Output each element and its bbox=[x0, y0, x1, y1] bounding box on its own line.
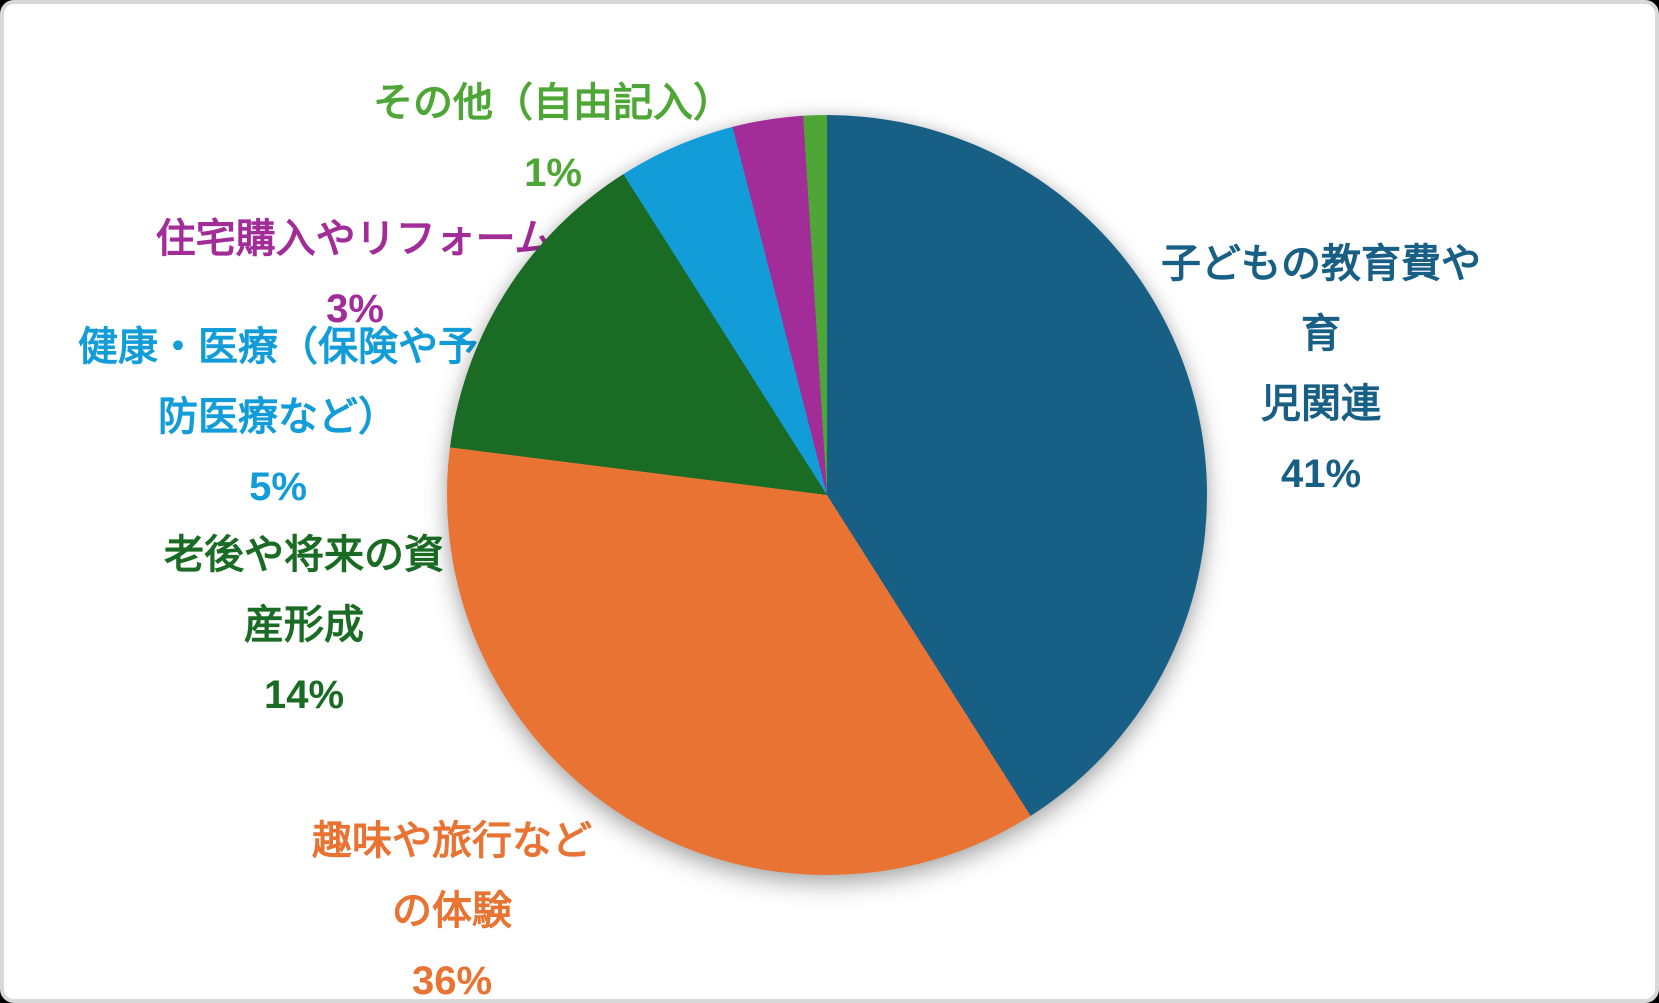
pie-slice-label: 趣味や旅行など の体験 36% bbox=[312, 806, 592, 1003]
pie-slice-label-pct: 36% bbox=[411, 959, 493, 1003]
pie-slice-label-text: 住宅購入やリフォーム bbox=[155, 217, 555, 261]
pie-slice-label: 健康・医療（保険や予 防医療など） 5% bbox=[78, 312, 478, 522]
pie-slice-label-pct: 5% bbox=[249, 465, 307, 509]
pie-slice-label-text: 健康・医療（保険や予 防医療など） bbox=[78, 325, 478, 439]
pie-slice-label: 住宅購入やリフォーム 3% bbox=[156, 204, 555, 344]
pie-slice-label: 子どもの教育費や育 児関連 41% bbox=[1154, 229, 1488, 509]
pie-slice-label-pct: 14% bbox=[263, 673, 345, 717]
pie-slice-label-pct: 1% bbox=[524, 151, 582, 195]
pie-chart bbox=[447, 115, 1207, 875]
pie-slice-label-text: 老後や将来の資 産形成 bbox=[164, 533, 444, 647]
pie-slice-label: その他（自由記入） 1% bbox=[373, 68, 733, 208]
pie-slice-label-text: 趣味や旅行など の体験 bbox=[312, 819, 592, 933]
pie-slice-label-text: 子どもの教育費や育 児関連 bbox=[1161, 242, 1481, 426]
pie-slice-label-pct: 41% bbox=[1280, 452, 1362, 496]
pie-slice-label: 老後や将来の資 産形成 14% bbox=[164, 520, 444, 730]
pie-slice-label-text: その他（自由記入） bbox=[373, 81, 733, 125]
pie-slice-label-pct: 3% bbox=[326, 287, 384, 331]
pie-labels: 子どもの教育費や育 児関連 41% 趣味や旅行など の体験 36% 老後や将来の… bbox=[4, 4, 1655, 999]
